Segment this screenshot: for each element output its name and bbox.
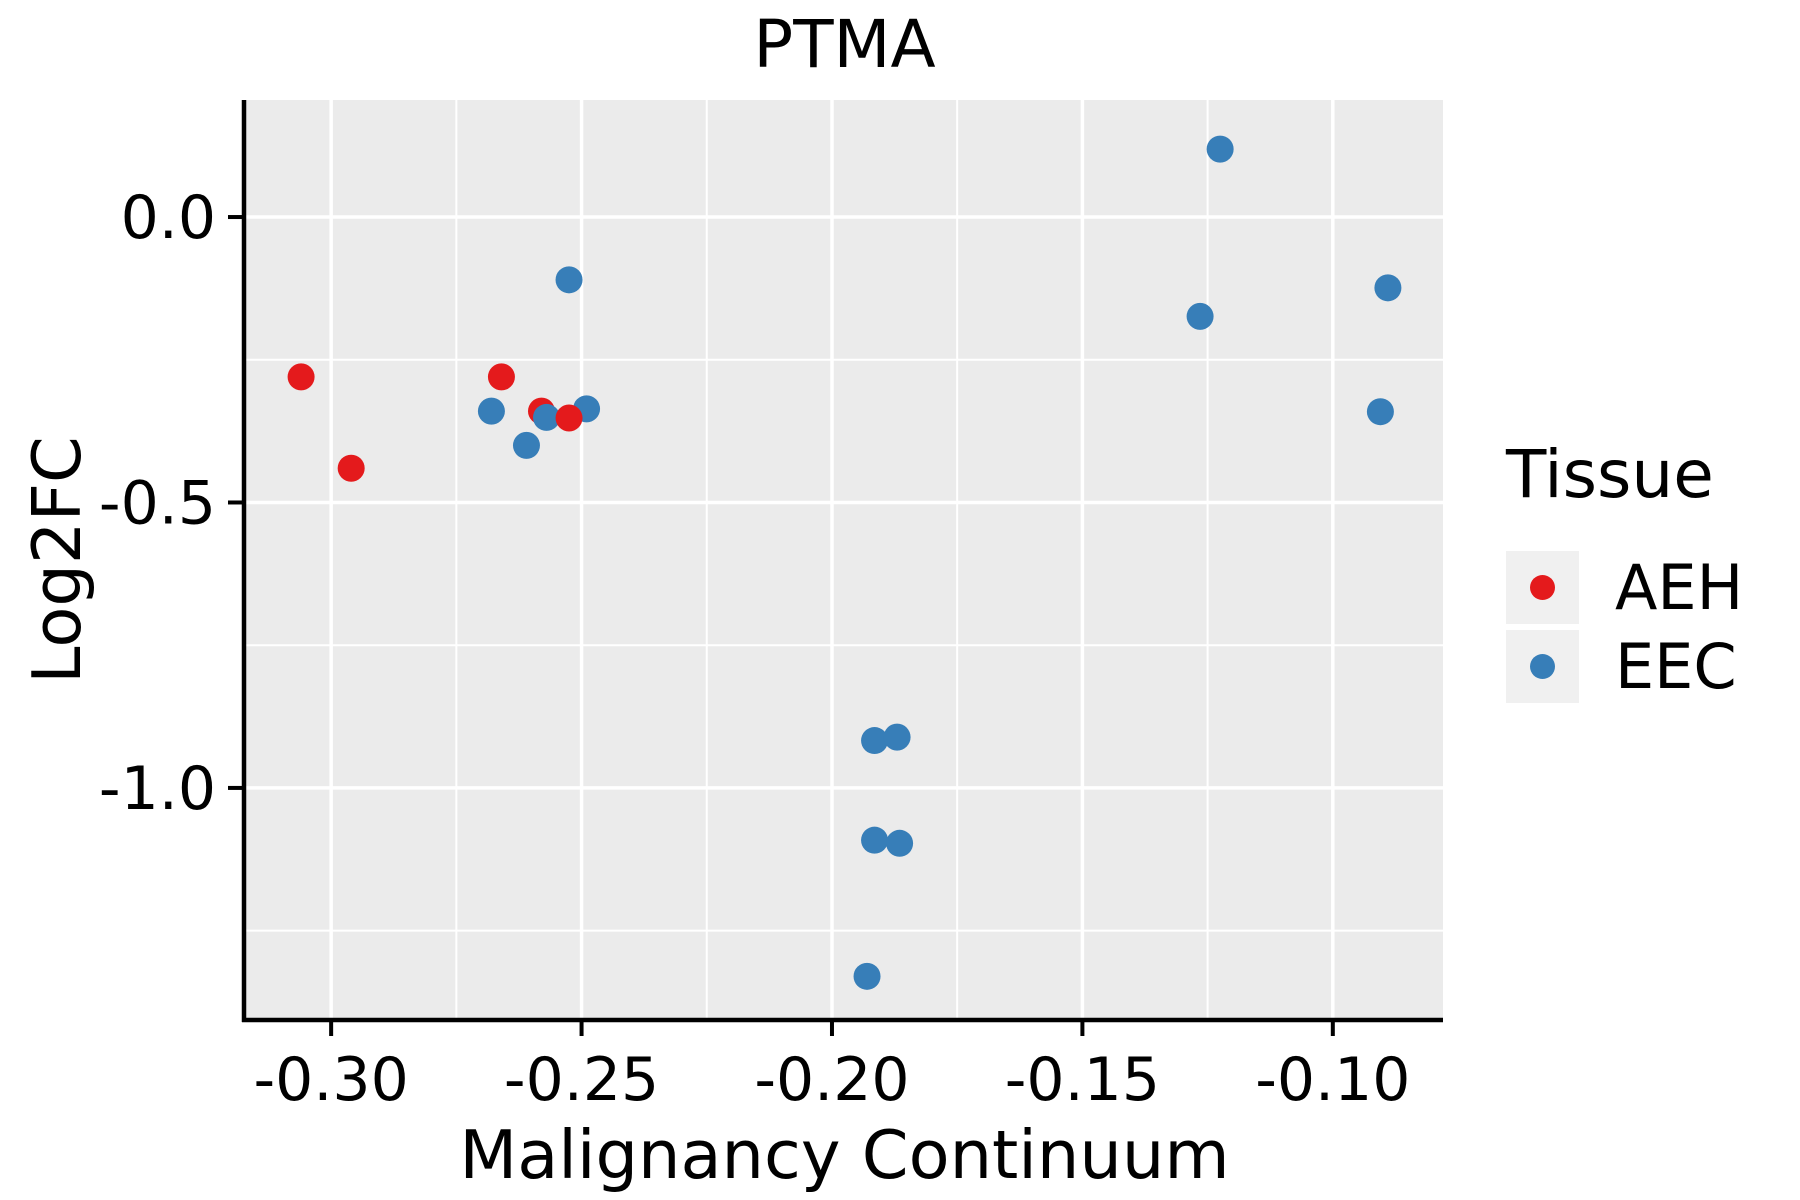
- point-eec: [512, 431, 540, 459]
- y-axis-title: Log2FC: [18, 436, 96, 684]
- legend-label-eec: EEC: [1615, 630, 1737, 703]
- y-tick-label: -0.5: [99, 468, 216, 538]
- point-eec: [1186, 302, 1214, 330]
- legend: Tissue AEH EEC: [1506, 436, 1743, 709]
- point-eec: [853, 962, 881, 990]
- point-eec: [861, 826, 889, 854]
- legend-title: Tissue: [1506, 436, 1714, 513]
- point-eec: [861, 727, 889, 755]
- x-tick-label: -0.25: [504, 1045, 659, 1115]
- point-aeh: [287, 363, 315, 391]
- legend-entry-aeh: AEH: [1506, 551, 1743, 624]
- legend-dot-eec-icon: [1530, 654, 1555, 679]
- legend-key-eec: [1506, 630, 1579, 703]
- point-eec: [555, 266, 583, 294]
- x-tick-label: -0.30: [254, 1045, 409, 1115]
- x-axis-title: Malignancy Continuum: [459, 1116, 1230, 1194]
- legend-dot-aeh-icon: [1530, 575, 1555, 600]
- point-eec: [533, 403, 561, 431]
- point-eec: [1366, 398, 1394, 426]
- x-tick-label: -0.10: [1255, 1045, 1410, 1115]
- point-aeh: [487, 363, 515, 391]
- point-eec: [1206, 135, 1234, 163]
- legend-key-aeh: [1506, 551, 1579, 624]
- point-eec: [477, 397, 505, 425]
- chart-title: PTMA: [753, 6, 936, 83]
- point-aeh: [337, 454, 365, 482]
- x-tick-label: -0.15: [1005, 1045, 1160, 1115]
- legend-entry-eec: EEC: [1506, 630, 1743, 703]
- x-tick-label: -0.20: [754, 1045, 909, 1115]
- point-eec: [886, 829, 914, 857]
- plot-panel: [246, 100, 1443, 1018]
- legend-label-aeh: AEH: [1615, 551, 1744, 624]
- point-eec: [1374, 274, 1402, 302]
- point-eec: [883, 723, 911, 751]
- y-tick-label: -1.0: [99, 754, 216, 824]
- point-aeh: [555, 404, 583, 432]
- y-tick-label: 0.0: [121, 183, 216, 253]
